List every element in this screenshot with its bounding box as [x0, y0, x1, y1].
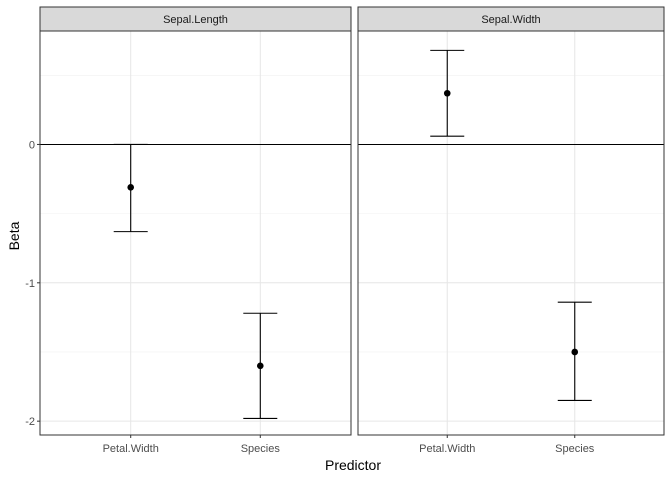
estimate-point [127, 184, 135, 191]
y-tick-label: -1 [25, 278, 35, 290]
x-tick-label: Petal.Width [103, 443, 159, 455]
estimate-point [571, 348, 579, 356]
facet-label: Sepal.Width [481, 14, 540, 26]
estimate-point [256, 362, 264, 370]
estimate-point [443, 89, 451, 97]
y-axis-title: Beta [6, 221, 22, 250]
facet-strip [357, 6, 665, 32]
y-tick-label: 0 [29, 139, 35, 151]
facet-strip [39, 6, 352, 32]
panel-background [358, 31, 664, 435]
x-tick-label: Petal.Width [419, 443, 475, 455]
x-tick-label: Species [555, 443, 595, 455]
x-tick-label: Species [241, 443, 281, 455]
facet-label: Sepal.Length [163, 14, 228, 26]
panel-background [40, 31, 351, 435]
x-axis-title: Predictor [325, 457, 381, 473]
y-tick-label: -2 [25, 416, 35, 428]
